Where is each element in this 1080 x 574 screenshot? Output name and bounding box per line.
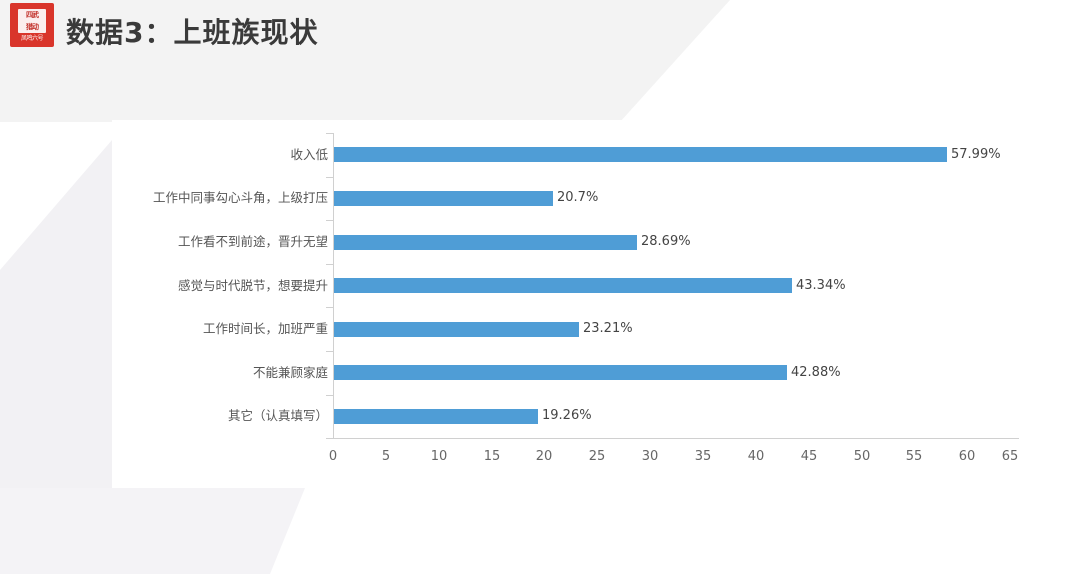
x-tick-label: 40 xyxy=(747,449,765,464)
y-axis-line xyxy=(333,133,334,438)
logo-line-2: 猎动 xyxy=(26,23,39,31)
category-label: 工作时间长，加班严重 xyxy=(202,321,328,336)
y-tick-mark xyxy=(326,438,333,439)
slide-header: 四武 猎动 凤鸣六号 数据3：上班族现状 xyxy=(0,0,700,60)
brand-logo-icon: 四武 猎动 凤鸣六号 xyxy=(10,3,54,47)
x-tick-label: 15 xyxy=(483,449,501,464)
x-tick-label: 55 xyxy=(905,449,923,464)
bar xyxy=(334,409,538,424)
x-tick-label: 20 xyxy=(535,449,553,464)
background-shape-bottom xyxy=(0,488,305,574)
x-tick-label: 5 xyxy=(381,449,391,464)
y-tick-mark xyxy=(326,220,333,221)
x-tick-label: 0 xyxy=(328,449,338,464)
bar xyxy=(334,322,579,337)
y-tick-mark xyxy=(326,307,333,308)
category-label: 收入低 xyxy=(290,147,328,162)
logo-line-1: 四武 xyxy=(26,11,39,19)
page-title: 数据3：上班族现状 xyxy=(66,16,319,49)
y-tick-mark xyxy=(326,351,333,352)
x-tick-label: 35 xyxy=(694,449,712,464)
category-label: 感觉与时代脱节，想要提升 xyxy=(177,278,328,293)
bar xyxy=(334,191,553,206)
x-tick-label: 30 xyxy=(641,449,659,464)
category-label: 工作看不到前途，晋升无望 xyxy=(177,234,328,249)
bar xyxy=(334,147,947,162)
bar xyxy=(334,235,637,250)
bar xyxy=(334,365,787,380)
y-tick-mark xyxy=(326,395,333,396)
chart-panel xyxy=(112,120,1080,488)
x-axis-line xyxy=(326,438,1019,439)
x-tick-label: 10 xyxy=(430,449,448,464)
y-tick-mark xyxy=(326,177,333,178)
category-label: 其它（认真填写） xyxy=(227,408,328,423)
category-label: 不能兼顾家庭 xyxy=(252,365,328,380)
logo-seal: 四武 猎动 xyxy=(18,9,46,33)
x-tick-label: 50 xyxy=(853,449,871,464)
value-label: 28.69% xyxy=(641,234,691,249)
value-label: 57.99% xyxy=(951,147,1001,162)
logo-subtext: 凤鸣六号 xyxy=(20,35,44,42)
value-label: 23.21% xyxy=(583,321,633,336)
value-label: 43.34% xyxy=(796,278,846,293)
background-shape-top xyxy=(0,0,730,122)
x-tick-label: 65 xyxy=(1001,449,1019,464)
y-tick-mark xyxy=(326,133,333,134)
x-tick-label: 25 xyxy=(588,449,606,464)
category-label: 工作中同事勾心斗角，上级打压 xyxy=(152,190,328,205)
value-label: 42.88% xyxy=(791,365,841,380)
x-tick-label: 45 xyxy=(800,449,818,464)
bar xyxy=(334,278,792,293)
x-tick-label: 60 xyxy=(958,449,976,464)
value-label: 20.7% xyxy=(557,190,599,205)
y-tick-mark xyxy=(326,264,333,265)
value-label: 19.26% xyxy=(542,408,592,423)
